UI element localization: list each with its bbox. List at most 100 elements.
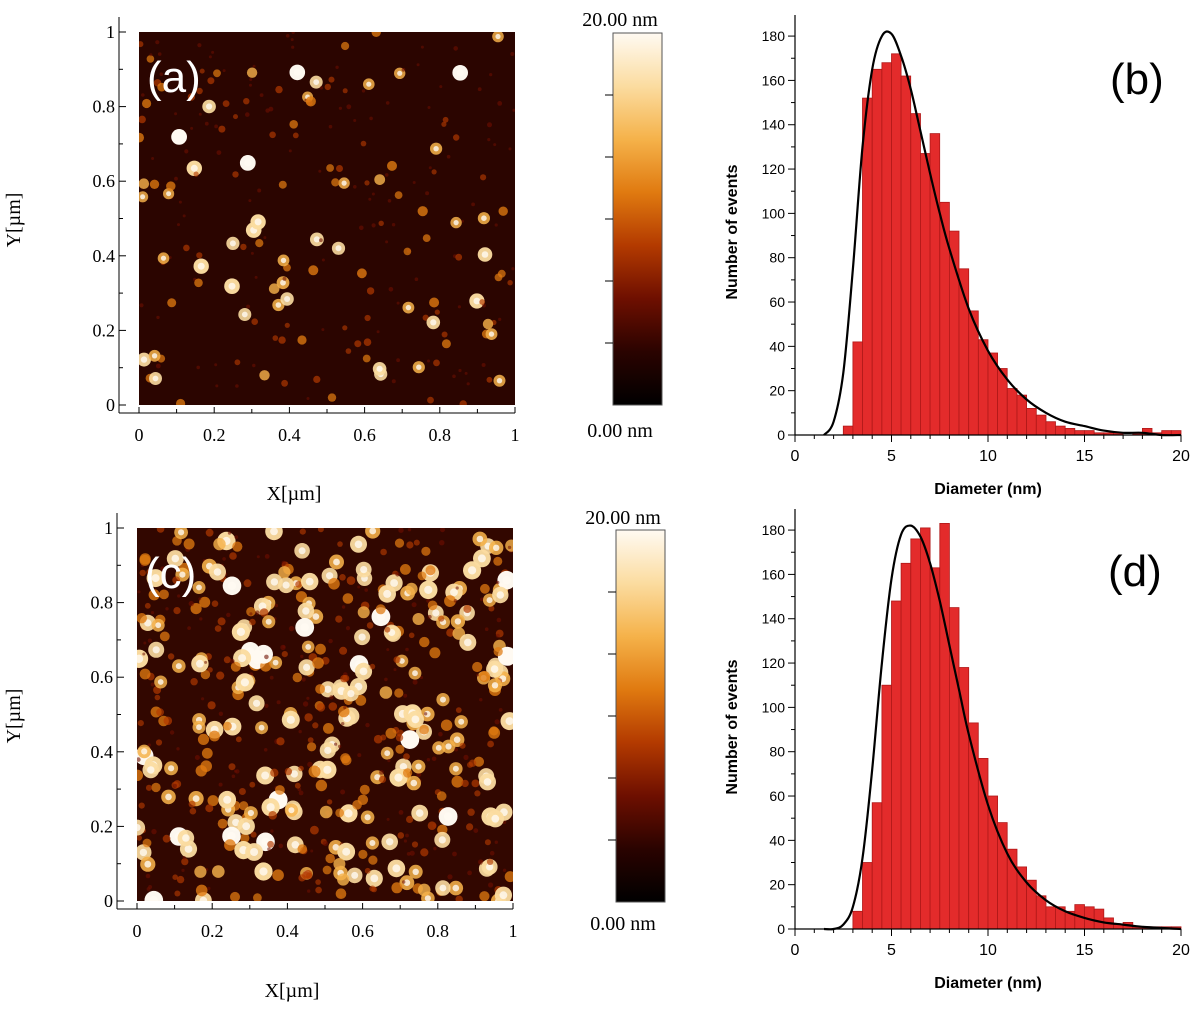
- grain-highlight: [206, 103, 213, 110]
- grain: [464, 371, 468, 375]
- grain: [254, 275, 258, 279]
- grain: [218, 125, 226, 133]
- grain: [452, 374, 456, 379]
- grain: [341, 722, 345, 726]
- grain-highlight: [488, 331, 495, 337]
- histogram-bar: [842, 425, 854, 436]
- grain: [172, 874, 178, 880]
- grain: [204, 121, 209, 126]
- grain: [434, 309, 440, 315]
- grain-highlight: [313, 79, 320, 85]
- grain-highlight: [137, 824, 141, 832]
- grain: [275, 85, 283, 94]
- grain: [473, 756, 484, 767]
- grain: [184, 149, 189, 154]
- grain: [137, 720, 144, 727]
- x-tick-label: 0.2: [201, 921, 224, 941]
- y-tick-label: 60: [769, 788, 785, 804]
- grain: [357, 753, 362, 758]
- histogram-bar: [1026, 407, 1037, 436]
- grain: [209, 730, 220, 742]
- grain-highlight: [261, 771, 270, 780]
- grain: [441, 121, 447, 127]
- grain: [218, 711, 224, 716]
- grain: [395, 734, 404, 742]
- grain-highlight: [370, 874, 379, 883]
- grain: [155, 739, 163, 746]
- grain: [324, 83, 331, 91]
- grain-highlight: [468, 566, 477, 575]
- grain-highlight: [493, 544, 500, 551]
- grain: [336, 165, 343, 172]
- grain: [229, 552, 237, 560]
- grain-highlight: [399, 763, 408, 771]
- grain: [282, 645, 286, 649]
- grain: [412, 181, 416, 184]
- grain: [199, 596, 211, 608]
- grain: [427, 614, 432, 619]
- grain-highlight: [238, 654, 247, 663]
- grain: [310, 825, 319, 835]
- grain: [384, 173, 389, 177]
- grain: [440, 719, 453, 731]
- grain: [194, 865, 207, 878]
- grain: [328, 124, 333, 129]
- grain: [235, 384, 239, 388]
- grain: [467, 808, 475, 816]
- grain: [188, 600, 194, 607]
- grain: [340, 753, 351, 764]
- grain: [479, 299, 486, 305]
- grain: [453, 134, 460, 141]
- y-tick-label: 0.8: [91, 593, 114, 613]
- grain: [385, 240, 389, 244]
- grain-highlight: [452, 884, 460, 892]
- panel-c-afm-map: (c) 0 0.2 0.4 0.6 0.8 1 0 0.2 0.4 0.6 0.8 1 X[µm] Y…: [3, 513, 518, 1002]
- grain: [338, 705, 350, 718]
- grain: [190, 126, 194, 130]
- grain: [302, 701, 309, 707]
- grain: [224, 839, 236, 851]
- grain: [313, 375, 321, 383]
- grain-highlight: [486, 597, 493, 604]
- grain-highlight: [144, 860, 152, 868]
- grain-highlight: [453, 220, 459, 226]
- grain: [352, 800, 362, 810]
- grain: [222, 69, 226, 73]
- grain: [187, 93, 196, 101]
- grain: [496, 580, 500, 585]
- grain: [412, 679, 418, 685]
- grain: [198, 112, 202, 116]
- grain-highlight: [411, 715, 420, 724]
- grain-highlight: [312, 613, 320, 620]
- grain: [155, 363, 161, 369]
- grain: [194, 278, 203, 288]
- grain: [249, 618, 256, 626]
- grain-highlight: [240, 678, 249, 687]
- grain: [139, 668, 151, 680]
- panel-b-bars: [842, 53, 1182, 436]
- y-tick-label: 40: [769, 338, 785, 354]
- grain: [329, 695, 334, 700]
- histogram-bar: [978, 339, 989, 436]
- grain: [380, 548, 387, 556]
- grain: [291, 32, 295, 34]
- grain-highlight: [196, 724, 202, 731]
- x-tick-label: 0: [135, 425, 144, 445]
- grain: [335, 808, 345, 818]
- grain: [176, 398, 186, 405]
- panel-d-axes: 0 5 10 15 20 0 20 40 60 80 100 120 140 160 180: [762, 509, 1190, 959]
- grain-highlight: [272, 659, 279, 666]
- grain: [455, 253, 463, 261]
- grain: [504, 871, 513, 883]
- grain: [393, 668, 397, 672]
- grain: [257, 188, 262, 193]
- grain: [403, 693, 408, 698]
- grain: [138, 802, 145, 809]
- grain: [307, 742, 317, 752]
- grain: [380, 734, 387, 741]
- y-tick-label: 20: [769, 383, 785, 399]
- grain: [420, 45, 424, 49]
- grain: [149, 179, 160, 189]
- grain: [364, 867, 371, 874]
